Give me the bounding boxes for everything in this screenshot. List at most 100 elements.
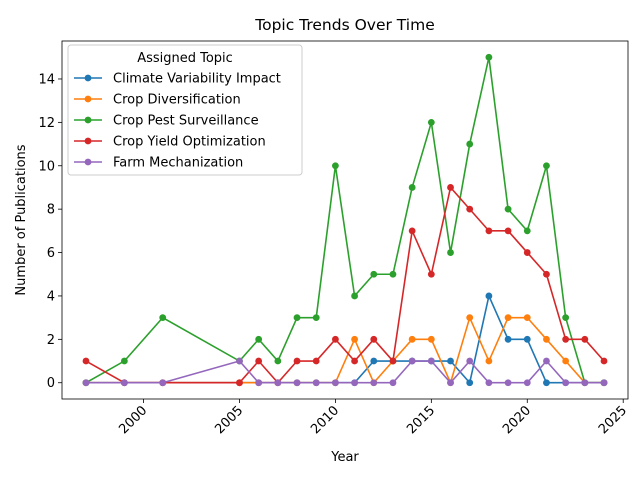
data-point-crop-pest-surveillance xyxy=(159,314,167,322)
data-point-farm-mechanization xyxy=(600,379,608,387)
data-point-crop-yield-optimization xyxy=(370,335,378,343)
legend-item-crop-pest-surveillance: Crop Pest Surveillance xyxy=(74,114,259,129)
y-tick-label: 12 xyxy=(38,116,55,131)
data-point-farm-mechanization xyxy=(274,379,282,387)
data-point-crop-diversification xyxy=(543,335,550,343)
data-point-farm-mechanization xyxy=(447,379,454,387)
data-point-crop-yield-optimization xyxy=(427,270,435,278)
data-point-crop-yield-optimization xyxy=(523,249,531,256)
data-point-farm-mechanization xyxy=(120,379,128,387)
data-point-crop-yield-optimization xyxy=(82,357,90,365)
legend-label: Crop Pest Surveillance xyxy=(113,114,259,129)
data-point-climate-variability-impact xyxy=(370,357,378,365)
legend-swatch-marker xyxy=(84,95,92,103)
data-point-crop-pest-surveillance xyxy=(293,314,301,322)
data-point-farm-mechanization xyxy=(293,379,301,387)
data-point-crop-pest-surveillance xyxy=(274,357,282,365)
plot-series-group xyxy=(82,53,608,387)
legend-label: Crop Diversification xyxy=(113,93,241,108)
data-point-farm-mechanization xyxy=(485,379,493,387)
data-point-farm-mechanization xyxy=(255,379,263,387)
data-point-crop-yield-optimization xyxy=(236,379,243,387)
y-axis-label: Number of Publications xyxy=(14,144,29,295)
y-tick-label: 6 xyxy=(47,246,55,261)
data-point-crop-pest-surveillance xyxy=(120,357,128,365)
legend-label: Climate Variability Impact xyxy=(113,72,281,87)
data-point-farm-mechanization xyxy=(312,379,320,387)
data-point-climate-variability-impact xyxy=(485,292,493,300)
data-point-crop-pest-surveillance xyxy=(255,335,263,343)
legend-swatch-marker xyxy=(84,74,92,82)
data-point-crop-pest-surveillance xyxy=(504,205,512,213)
data-point-farm-mechanization xyxy=(466,357,474,365)
data-point-farm-mechanization xyxy=(408,357,416,365)
data-point-farm-mechanization xyxy=(370,379,378,387)
data-point-crop-pest-surveillance xyxy=(485,53,493,61)
data-point-crop-diversification xyxy=(562,357,570,365)
data-point-farm-mechanization xyxy=(427,357,435,365)
legend-swatch-marker xyxy=(84,116,92,124)
data-point-crop-pest-surveillance xyxy=(351,292,358,300)
data-point-crop-pest-surveillance xyxy=(543,162,550,170)
data-point-crop-yield-optimization xyxy=(447,184,454,191)
data-point-crop-yield-optimization xyxy=(466,205,474,213)
y-tick-label: 4 xyxy=(47,289,55,304)
x-axis-label: Year xyxy=(330,450,359,465)
legend-item-crop-yield-optimization: Crop Yield Optimization xyxy=(74,135,266,150)
data-point-crop-yield-optimization xyxy=(351,357,358,365)
y-axis-ticks: 0 2 4 6 8 10 12 14 xyxy=(38,72,62,391)
data-point-crop-pest-surveillance xyxy=(370,270,378,278)
data-point-crop-diversification xyxy=(466,314,474,322)
data-point-crop-pest-surveillance xyxy=(312,314,320,322)
data-point-crop-pest-surveillance xyxy=(447,249,454,256)
series-farm-mechanization xyxy=(82,357,608,387)
data-point-farm-mechanization xyxy=(236,357,243,365)
legend-item-climate-variability-impact: Climate Variability Impact xyxy=(74,72,281,87)
data-point-crop-yield-optimization xyxy=(485,227,493,235)
data-point-crop-yield-optimization xyxy=(581,335,589,343)
data-point-crop-yield-optimization xyxy=(600,357,608,365)
data-point-crop-pest-surveillance xyxy=(427,118,435,126)
y-tick-label: 0 xyxy=(47,376,55,391)
y-tick-label: 8 xyxy=(47,203,55,218)
data-point-farm-mechanization xyxy=(562,379,570,387)
legend-label: Crop Yield Optimization xyxy=(113,135,266,150)
data-point-climate-variability-impact xyxy=(543,379,550,387)
data-point-farm-mechanization xyxy=(332,379,339,387)
data-point-crop-yield-optimization xyxy=(389,357,397,365)
data-point-crop-diversification xyxy=(504,314,512,322)
data-point-climate-variability-impact xyxy=(447,357,454,365)
legend-label: Farm Mechanization xyxy=(113,156,243,171)
data-point-climate-variability-impact xyxy=(523,335,531,343)
data-point-crop-pest-surveillance xyxy=(523,227,531,235)
data-point-crop-yield-optimization xyxy=(312,357,320,365)
data-point-crop-pest-surveillance xyxy=(389,270,397,278)
data-point-farm-mechanization xyxy=(389,379,397,387)
data-point-crop-pest-surveillance xyxy=(408,184,416,191)
y-tick-label: 2 xyxy=(47,333,55,348)
data-point-crop-diversification xyxy=(427,335,435,343)
data-point-farm-mechanization xyxy=(159,379,167,387)
data-point-crop-yield-optimization xyxy=(332,335,339,343)
y-tick-label: 14 xyxy=(38,72,55,87)
legend-title: Assigned Topic xyxy=(137,51,233,66)
y-tick-label: 10 xyxy=(38,159,55,174)
data-point-crop-pest-surveillance xyxy=(466,140,474,148)
data-point-crop-pest-surveillance xyxy=(332,162,339,170)
data-point-crop-diversification xyxy=(523,314,531,322)
plot-frame xyxy=(61,40,629,400)
data-point-farm-mechanization xyxy=(581,379,589,387)
legend-box xyxy=(67,44,303,176)
legend: Assigned Topic Climate Variability Impac… xyxy=(67,44,303,176)
data-point-crop-yield-optimization xyxy=(504,227,512,235)
series-crop-yield-optimization xyxy=(82,184,608,387)
data-point-climate-variability-impact xyxy=(466,379,474,387)
data-point-crop-diversification xyxy=(485,357,493,365)
chart-title: Topic Trends Over Time xyxy=(254,16,434,34)
data-point-farm-mechanization xyxy=(543,357,550,365)
data-point-farm-mechanization xyxy=(351,379,358,387)
data-point-crop-diversification xyxy=(408,335,416,343)
data-point-farm-mechanization xyxy=(504,379,512,387)
legend-item-farm-mechanization: Farm Mechanization xyxy=(74,156,243,171)
